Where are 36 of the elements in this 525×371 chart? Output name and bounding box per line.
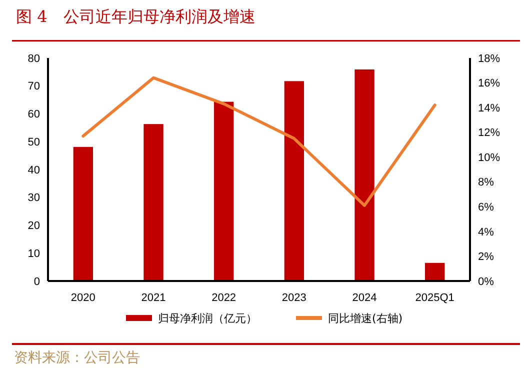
y2-tick-label: 2%	[478, 251, 494, 264]
y-tick-label: 0	[34, 276, 40, 288]
x-tick-label: 2023	[282, 292, 306, 304]
y2-tick-label: 14%	[478, 102, 500, 114]
y2-tick-label: 16%	[478, 78, 500, 90]
x-tick-label: 2022	[212, 292, 236, 304]
y2-tick-label: 0%	[478, 276, 494, 288]
x-tick-label: 2020	[70, 292, 96, 304]
bar	[424, 262, 445, 281]
y-tick-label: 50	[28, 136, 40, 148]
chart-title: 图 4 公司近年归母净利润及增速	[16, 7, 256, 26]
bar	[73, 146, 94, 281]
bar	[284, 81, 304, 281]
legend-label: 归母净利润（亿元）	[158, 312, 257, 325]
text: 资料来源：公司公告	[14, 350, 140, 366]
x-tick-label: 2021	[141, 292, 166, 304]
y2-tick-label: 12%	[478, 127, 500, 140]
x-tick-label: 2024	[352, 292, 377, 304]
y-tick-label: 70	[28, 80, 40, 93]
y-tick-label: 40	[28, 164, 40, 176]
bar	[214, 102, 234, 281]
y2-tick-label: 8%	[478, 176, 494, 189]
line-series	[82, 76, 436, 207]
y-tick-label: 60	[28, 108, 40, 121]
y2-tick-label: 10%	[478, 152, 500, 164]
y-tick-label: 30	[28, 192, 40, 204]
legend-label: 同比增速(右轴)	[328, 312, 403, 325]
y-tick-label: 80	[28, 52, 40, 65]
y-tick-label: 20	[28, 220, 40, 232]
bar	[354, 69, 374, 281]
y2-tick-label: 18%	[478, 52, 500, 65]
bar	[144, 124, 164, 281]
y-tick-label: 10	[28, 248, 40, 260]
x-tick-label: 2025Q1	[415, 292, 454, 304]
y2-tick-label: 6%	[478, 202, 494, 214]
y2-tick-label: 4%	[478, 226, 494, 238]
